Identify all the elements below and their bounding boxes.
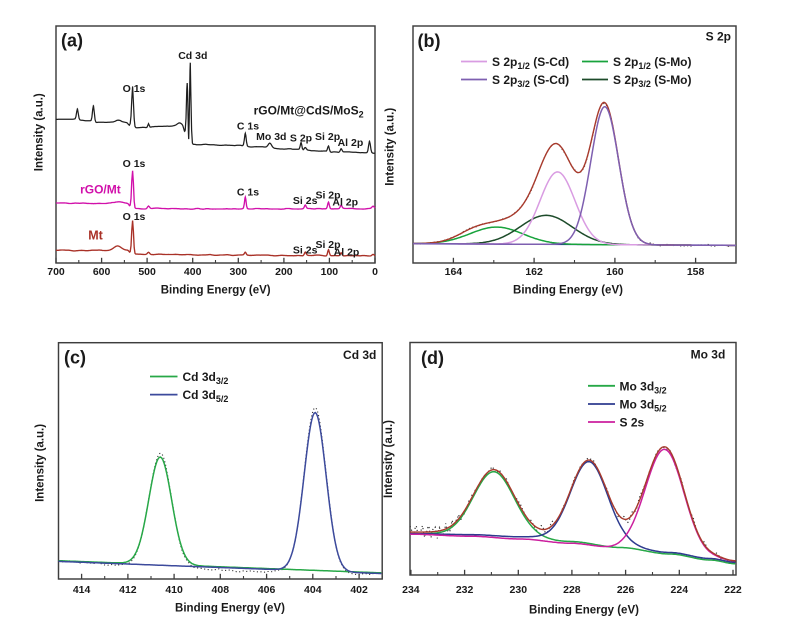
svg-text:S 2s: S 2s <box>620 416 645 430</box>
svg-text:162: 162 <box>525 266 543 278</box>
svg-text:Si 2s: Si 2s <box>293 244 318 256</box>
svg-text:500: 500 <box>138 266 156 278</box>
svg-text:C 1s: C 1s <box>237 187 259 199</box>
svg-text:234: 234 <box>402 584 420 596</box>
svg-text:S 2p3/2 (S-Mo): S 2p3/2 (S-Mo) <box>613 73 692 89</box>
svg-text:O 1s: O 1s <box>123 83 146 95</box>
svg-text:Cd 3d: Cd 3d <box>343 348 376 362</box>
svg-text:Binding Energy (eV): Binding Energy (eV) <box>513 285 623 297</box>
svg-text:O 1s: O 1s <box>123 158 146 170</box>
svg-text:0: 0 <box>372 266 378 278</box>
svg-text:rGO/Mt@CdS/MoS2: rGO/Mt@CdS/MoS2 <box>254 104 364 120</box>
svg-text:Intensity (a.u.): Intensity (a.u.) <box>35 424 47 502</box>
svg-text:Si 2p: Si 2p <box>315 190 340 202</box>
svg-text:200: 200 <box>275 266 293 278</box>
svg-text:S 2p3/2 (S-Cd): S 2p3/2 (S-Cd) <box>492 73 569 89</box>
svg-text:S 2p1/2 (S-Mo): S 2p1/2 (S-Mo) <box>613 55 692 71</box>
svg-text:Si 2s: Si 2s <box>293 195 318 207</box>
svg-text:(c): (c) <box>64 347 86 367</box>
svg-text:300: 300 <box>230 266 248 278</box>
svg-text:Mo 3d: Mo 3d <box>256 131 286 143</box>
svg-text:226: 226 <box>617 584 635 596</box>
svg-text:Si 2p: Si 2p <box>315 131 340 143</box>
svg-text:S 2p1/2 (S-Cd): S 2p1/2 (S-Cd) <box>492 55 569 71</box>
svg-text:Mo 3d: Mo 3d <box>691 348 726 362</box>
svg-text:Cd 3d: Cd 3d <box>178 50 207 62</box>
svg-text:402: 402 <box>350 584 368 596</box>
svg-text:600: 600 <box>93 266 111 278</box>
svg-text:Intensity (a.u.): Intensity (a.u.) <box>385 108 397 186</box>
svg-text:rGO/Mt: rGO/Mt <box>80 182 121 196</box>
svg-text:410: 410 <box>165 584 183 596</box>
svg-text:700: 700 <box>47 266 65 278</box>
svg-text:Al 2p: Al 2p <box>334 246 360 258</box>
svg-text:406: 406 <box>258 584 276 596</box>
svg-text:158: 158 <box>687 266 705 278</box>
svg-text:222: 222 <box>724 584 742 596</box>
svg-text:Binding Energy (eV): Binding Energy (eV) <box>161 285 271 297</box>
svg-text:(d): (d) <box>421 348 444 368</box>
svg-text:Intensity (a.u.): Intensity (a.u.) <box>383 420 395 498</box>
svg-text:S 2p: S 2p <box>706 29 731 43</box>
svg-text:404: 404 <box>304 584 322 596</box>
svg-text:Binding Energy (eV): Binding Energy (eV) <box>529 604 639 616</box>
svg-text:412: 412 <box>119 584 137 596</box>
svg-text:160: 160 <box>606 266 624 278</box>
svg-text:(a): (a) <box>61 30 83 50</box>
svg-text:224: 224 <box>671 584 689 596</box>
svg-text:Si 2p: Si 2p <box>315 239 340 251</box>
svg-text:100: 100 <box>321 266 339 278</box>
svg-text:(b): (b) <box>418 31 441 51</box>
svg-text:Al 2p: Al 2p <box>338 137 364 149</box>
svg-text:230: 230 <box>510 584 528 596</box>
svg-text:Intensity (a.u.): Intensity (a.u.) <box>33 93 45 171</box>
svg-text:Binding Energy (eV): Binding Energy (eV) <box>175 603 285 615</box>
svg-text:408: 408 <box>212 584 230 596</box>
svg-text:O 1s: O 1s <box>123 211 146 223</box>
svg-text:Al 2p: Al 2p <box>332 197 358 209</box>
svg-text:400: 400 <box>184 266 202 278</box>
svg-text:414: 414 <box>73 584 91 596</box>
svg-text:Mt: Mt <box>88 229 103 243</box>
svg-text:164: 164 <box>445 266 463 278</box>
svg-text:232: 232 <box>456 584 474 596</box>
svg-text:228: 228 <box>563 584 581 596</box>
svg-text:S 2p: S 2p <box>290 133 312 145</box>
svg-text:C 1s: C 1s <box>237 121 259 133</box>
